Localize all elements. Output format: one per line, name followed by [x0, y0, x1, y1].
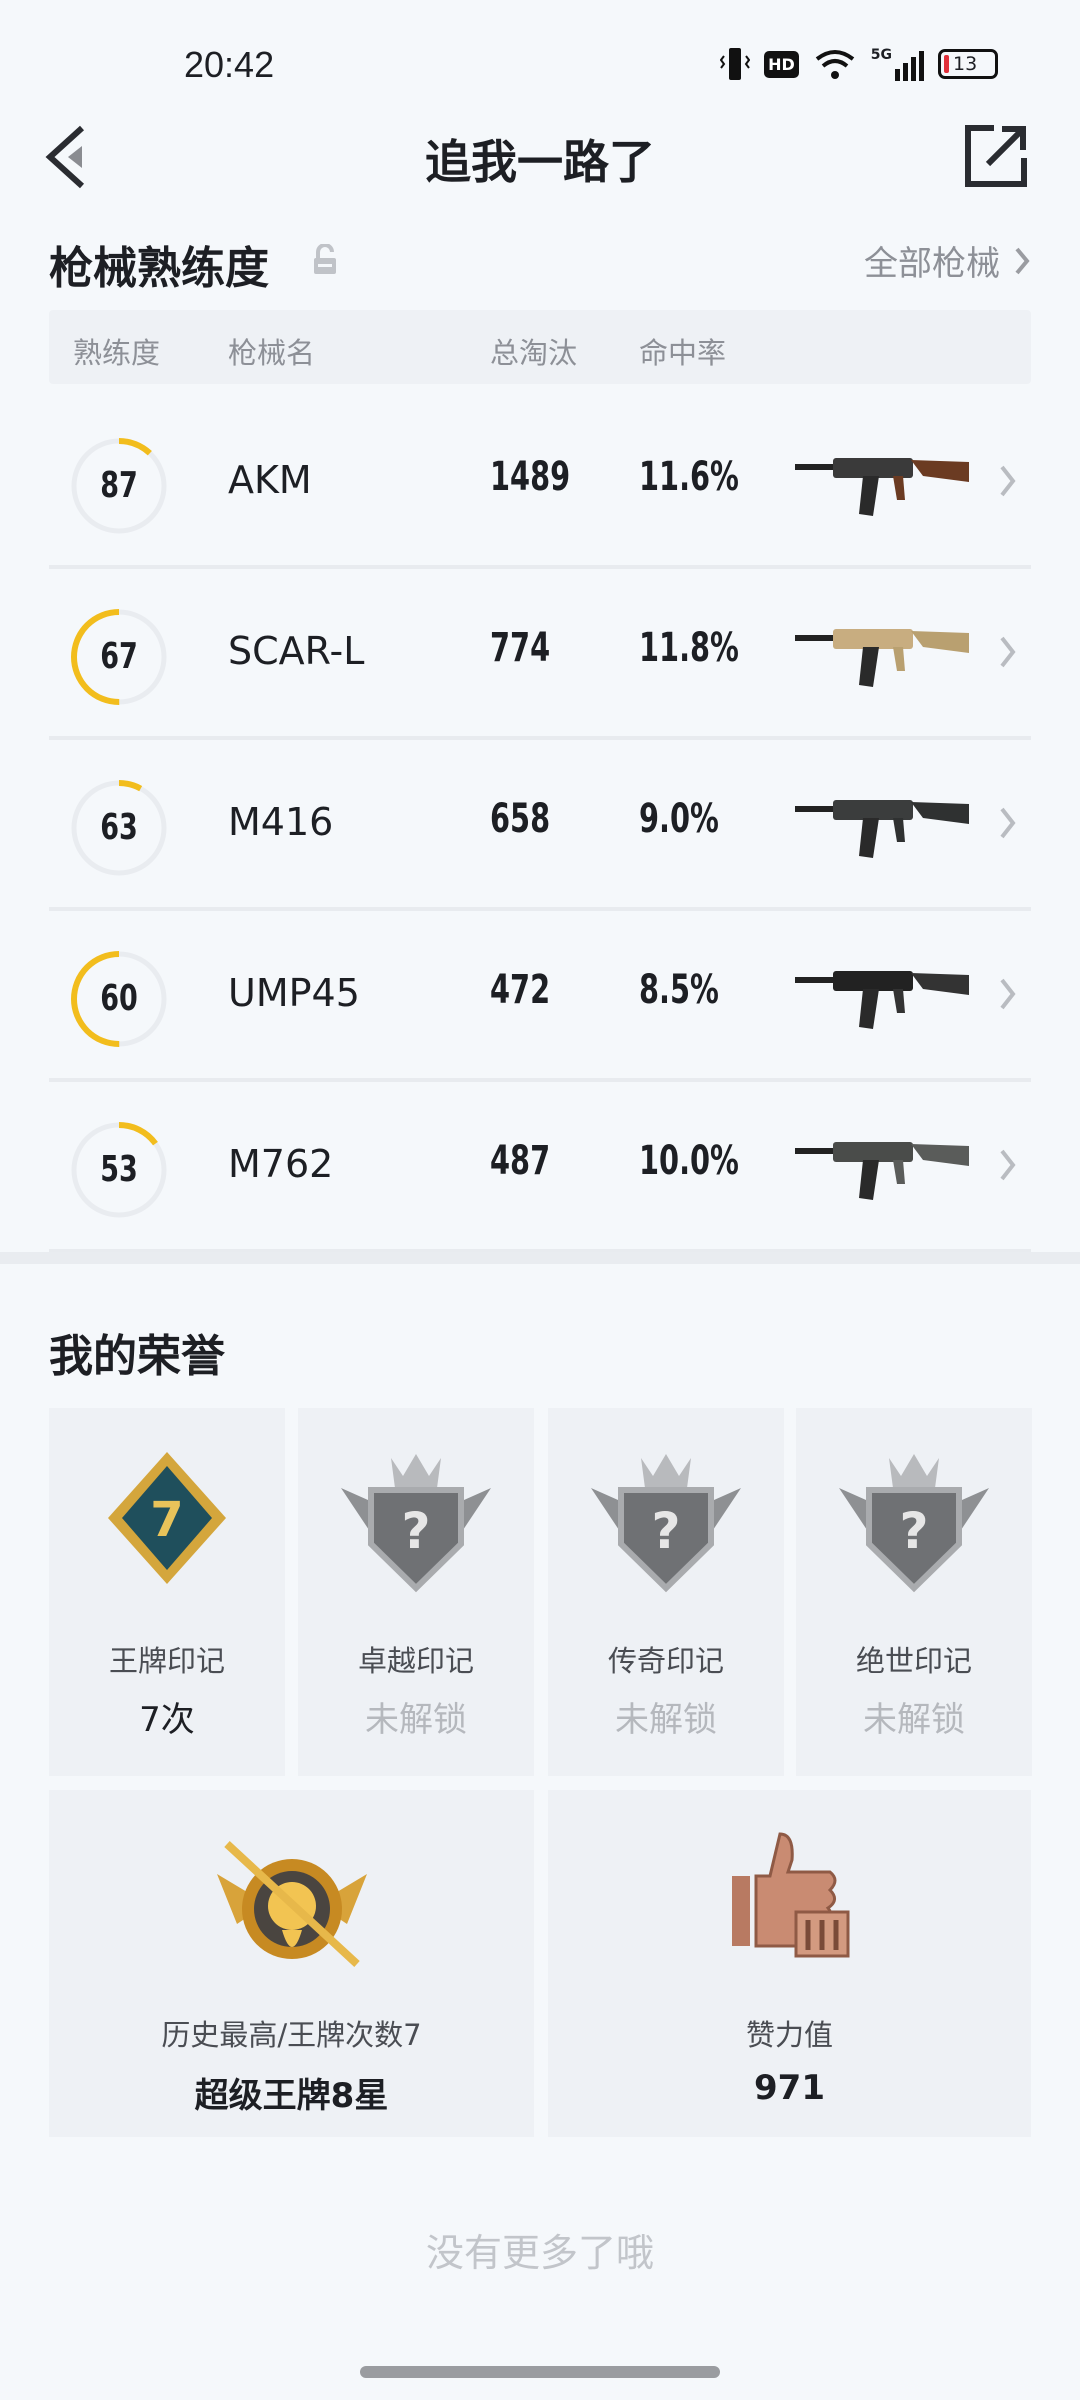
section-divider: [0, 1252, 1080, 1264]
mastery-ring: [71, 438, 167, 534]
header-mastery: 熟练度: [73, 336, 161, 370]
honor-mark-value: 未解锁: [365, 1700, 467, 1740]
weapon-row[interactable]: 67 SCAR-L 774 11.8%: [49, 569, 1031, 740]
chevron-right-icon[interactable]: [999, 464, 1017, 498]
weapon-image: [795, 629, 969, 687]
table-header: 熟练度 枪械名 总淘汰 命中率: [49, 310, 1031, 384]
honor-mark-label: 王牌印记: [108, 1644, 225, 1678]
honor-mark-value: 未解锁: [863, 1700, 965, 1740]
page-title: 追我一路了: [425, 135, 655, 189]
mastery-title: 枪械熟练度: [49, 243, 269, 294]
mastery-ring-progress: [71, 609, 167, 705]
thumbs-up-badge-icon: [732, 1832, 850, 1958]
mastery-ring: [71, 780, 167, 876]
vibrate-icon: [720, 48, 751, 80]
chevron-right-icon[interactable]: [999, 1148, 1017, 1182]
honor-mark-label: 传奇印记: [607, 1644, 724, 1678]
likes-value: 971: [754, 2068, 825, 2108]
weapon-kills: 774: [490, 625, 551, 671]
chevron-right-icon[interactable]: [999, 806, 1017, 840]
weapon-row[interactable]: 87 AKM 1489 11.6%: [49, 398, 1031, 569]
mastery-ring: [71, 609, 167, 705]
weapon-hit-rate: 9.0%: [639, 796, 719, 842]
weapon-hit-rate: 8.5%: [639, 967, 719, 1013]
mastery-ring-progress: [71, 438, 167, 534]
svg-text:?: ?: [651, 1502, 680, 1560]
hd-icon: HD: [764, 50, 799, 78]
header-weapon-name: 枪械名: [228, 336, 316, 370]
weapon-name: AKM: [228, 458, 312, 502]
super-ace-badge-icon: [217, 1841, 367, 1967]
mastery-ring: [71, 951, 167, 1047]
mastery-level: 63: [100, 807, 138, 848]
weapon-name: SCAR-L: [228, 629, 365, 673]
weapon-name: M416: [228, 800, 334, 844]
battery-icon: 13: [938, 49, 998, 79]
all-weapons-label: 全部枪械: [864, 244, 1000, 284]
no-more-text: 没有更多了哦: [425, 2231, 654, 2275]
locked-mark-badge-icon: ?: [341, 1454, 491, 1593]
honor-mark-card[interactable]: ? 卓越印记 未解锁: [298, 1408, 534, 1776]
weapon-image: [795, 971, 969, 1029]
chevron-right-icon[interactable]: [999, 635, 1017, 669]
weapon-hit-rate: 11.6%: [639, 454, 739, 500]
all-weapons-link[interactable]: 全部枪械: [864, 236, 1030, 285]
weapon-image: [795, 800, 969, 858]
home-indicator[interactable]: [360, 2366, 720, 2378]
honor-mark-value: 未解锁: [615, 1700, 717, 1740]
mastery-ring-progress: [71, 1122, 167, 1218]
weapon-hit-rate: 10.0%: [639, 1138, 739, 1184]
locked-mark-badge-icon: ?: [591, 1454, 741, 1593]
weapon-row[interactable]: 63 M416 658 9.0%: [49, 740, 1031, 911]
honor-mark-label: 卓越印记: [357, 1644, 474, 1678]
mastery-level: 53: [100, 1149, 138, 1190]
honor-mark-value: 7次: [139, 1700, 195, 1740]
locked-mark-badge-icon: ?: [839, 1454, 989, 1593]
honor-mark-card[interactable]: ? 传奇印记 未解锁: [548, 1408, 784, 1776]
svg-text:?: ?: [899, 1502, 928, 1560]
ace-mark-badge-icon: 7: [108, 1452, 226, 1584]
svg-text:?: ?: [401, 1502, 430, 1560]
signal-icon: 5G: [871, 47, 924, 81]
weapon-kills: 658: [490, 796, 551, 842]
weapon-kills: 1489: [490, 454, 571, 500]
honor-mark-card[interactable]: ? 绝世印记 未解锁: [796, 1408, 1032, 1776]
mastery-ring-progress: [71, 951, 167, 1047]
mastery-level: 67: [100, 636, 138, 677]
highest-rank-value: 超级王牌8星: [194, 2076, 389, 2116]
status-time: 20:42: [184, 44, 275, 85]
likes-label: 赞力值: [745, 2018, 833, 2052]
mastery-level: 60: [100, 978, 138, 1019]
weapon-image: [795, 458, 969, 516]
mastery-level: 87: [100, 465, 138, 506]
svg-text:7: 7: [150, 1492, 183, 1548]
wifi-icon: [815, 50, 854, 79]
weapon-kills: 472: [490, 967, 551, 1013]
highest-rank-card[interactable]: 历史最高/王牌次数7 超级王牌8星: [49, 1790, 534, 2137]
chevron-right-icon[interactable]: [999, 977, 1017, 1011]
lock-icon[interactable]: [312, 244, 338, 276]
weapon-image: [795, 1142, 969, 1200]
highest-rank-label: 历史最高/王牌次数7: [161, 2018, 422, 2052]
weapon-kills: 487: [490, 1138, 551, 1184]
weapon-name: M762: [228, 1142, 334, 1186]
likes-card[interactable]: 赞力值 971: [548, 1790, 1031, 2137]
header-kills: 总淘汰: [490, 336, 578, 370]
back-button[interactable]: [44, 124, 88, 190]
weapon-hit-rate: 11.8%: [639, 625, 739, 671]
mastery-ring-progress: [71, 780, 167, 876]
mastery-ring: [71, 1122, 167, 1218]
honor-title: 我的荣誉: [49, 1331, 225, 1382]
honor-mark-card[interactable]: 7 王牌印记 7次: [49, 1408, 285, 1776]
weapon-row[interactable]: 60 UMP45 472 8.5%: [49, 911, 1031, 1082]
honor-mark-label: 绝世印记: [855, 1644, 972, 1678]
weapon-name: UMP45: [228, 971, 360, 1015]
share-button[interactable]: [964, 124, 1028, 188]
weapon-row[interactable]: 53 M762 487 10.0%: [49, 1082, 1031, 1253]
chevron-right-icon: [1015, 247, 1030, 274]
header-hit-rate: 命中率: [639, 336, 727, 370]
status-icons: HD 5G 13: [720, 46, 998, 82]
